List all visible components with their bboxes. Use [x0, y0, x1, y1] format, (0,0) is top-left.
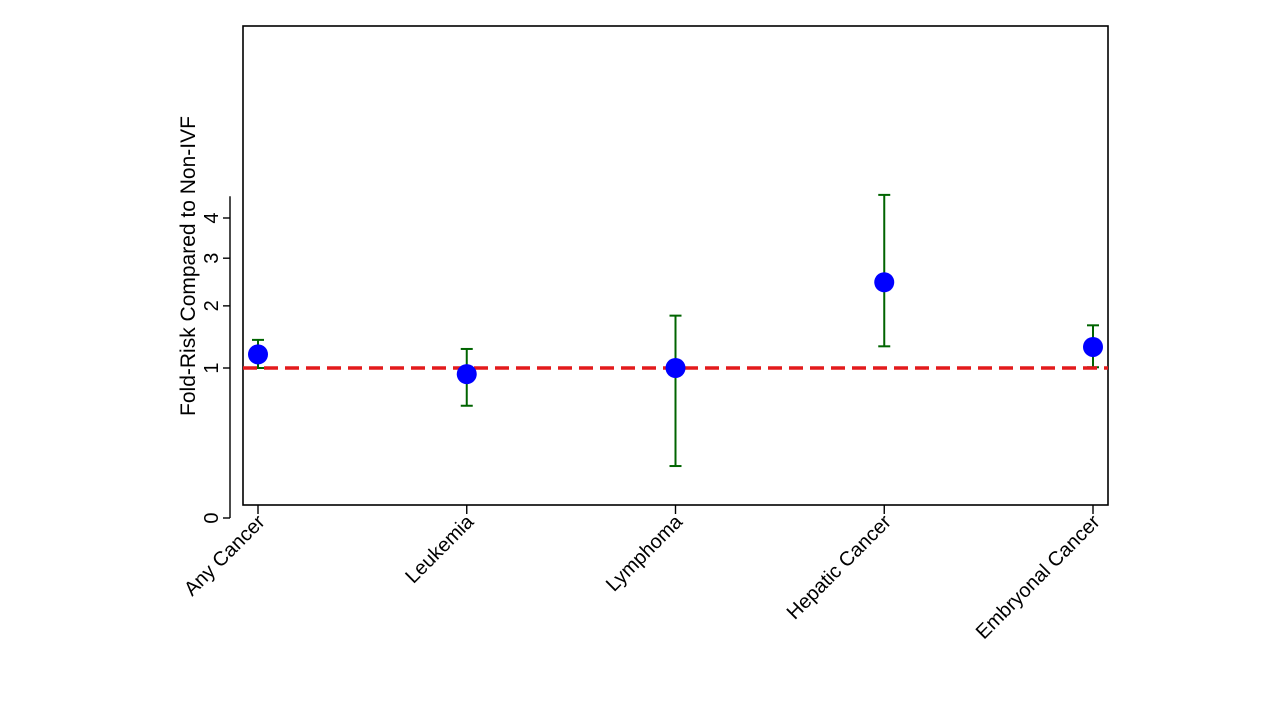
y-axis: 0 1 2 3 4: [201, 196, 231, 524]
data-points: [248, 272, 1103, 385]
x-tick-label: Leukemia: [401, 510, 478, 587]
error-bar: [878, 193, 891, 348]
data-point: [456, 364, 477, 385]
y-tick-label: 2: [201, 300, 223, 311]
x-tick-label: Embryonal Cancer: [972, 511, 1105, 644]
data-point: [248, 344, 268, 365]
y-tick-label: 3: [201, 253, 223, 264]
error-bar: [669, 314, 682, 468]
y-tick-label: 4: [201, 212, 223, 223]
error-bars: [252, 193, 1099, 468]
x-tick-label: Lymphoma: [602, 510, 688, 596]
y-tick-label: 1: [201, 362, 223, 373]
data-point: [874, 272, 895, 293]
y-tick-label: 0: [201, 512, 223, 523]
data-point: [665, 358, 686, 378]
y-axis-title: Fold-Risk Compared to Non-IVF: [177, 116, 200, 416]
x-tick-label: Hepatic Cancer: [783, 511, 896, 624]
x-axis: Any Cancer Leukemia Lymphoma Hepatic Cancer…: [180, 505, 1105, 644]
x-tick-label: Any Cancer: [180, 511, 270, 601]
data-point: [1083, 336, 1103, 357]
